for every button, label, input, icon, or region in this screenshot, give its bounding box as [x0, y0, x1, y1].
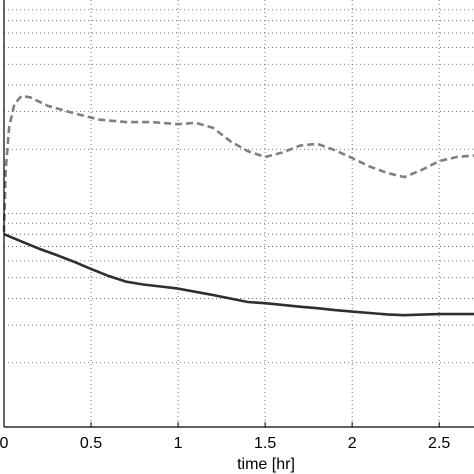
x-tick-label: 0.5 [80, 435, 102, 452]
x-tick-label: 1.5 [254, 435, 276, 452]
series-line-1 [2, 94, 474, 232]
series-line-2 [3, 232, 474, 317]
series-layer [2, 94, 474, 317]
x-tick-label: 2.5 [428, 435, 450, 452]
x-tick-label: 1 [174, 435, 183, 452]
x-tick-label: 0 [0, 435, 9, 452]
x-axis-label: time [hr] [237, 456, 295, 473]
x-tick-label: 2 [348, 435, 357, 452]
axes [3, 0, 474, 428]
x-tick-labels: 0 0.5 1 1.5 2 2.5 [0, 435, 450, 452]
